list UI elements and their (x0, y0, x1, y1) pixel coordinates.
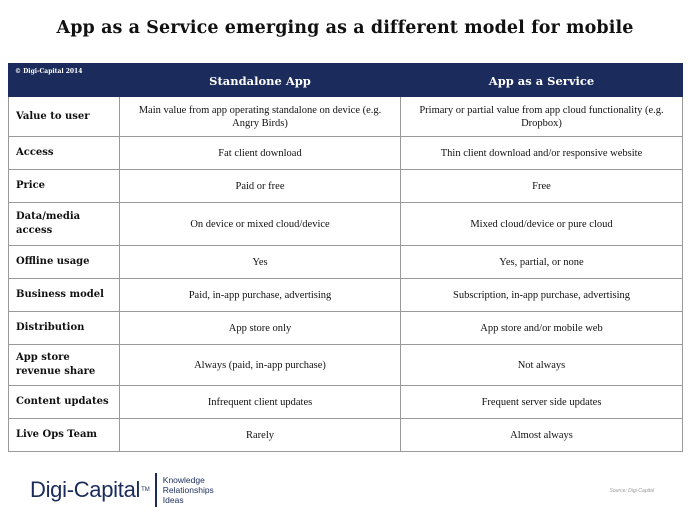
column-header-standalone: Standalone App (119, 63, 401, 97)
standalone-cell: Always (paid, in-app purchase) (119, 344, 401, 386)
logo-divider (154, 473, 157, 507)
row-label: Business model (8, 278, 120, 312)
table-row: Distribution App store only App store an… (8, 311, 683, 345)
logo-trademark: TM (141, 487, 150, 493)
row-label: Price (8, 169, 120, 203)
app-as-a-service-cell: Free (400, 169, 683, 203)
tagline-relationships: Relationships (162, 485, 214, 495)
standalone-cell: Infrequent client updates (119, 385, 401, 419)
copyright-label: © Digi-Capital 2014 (8, 63, 120, 97)
app-as-a-service-cell: Almost always (400, 418, 683, 452)
app-as-a-service-cell: Subscription, in-app purchase, advertisi… (400, 278, 683, 312)
standalone-cell: Yes (119, 245, 401, 279)
table-row: Offline usage Yes Yes, partial, or none (8, 245, 683, 279)
app-as-a-service-cell: Primary or partial value from app cloud … (400, 96, 683, 137)
standalone-cell: Rarely (119, 418, 401, 452)
row-label: Content updates (8, 385, 120, 419)
tagline-ideas: Ideas (162, 495, 184, 505)
app-as-a-service-cell: Not always (400, 344, 683, 386)
row-label: App store revenue share (8, 344, 120, 386)
app-as-a-service-cell: Thin client download and/or responsive w… (400, 136, 683, 170)
table-row: Data/media access On device or mixed clo… (8, 202, 683, 246)
logo-tagline: Knowledge Relationships Ideas (163, 475, 214, 505)
row-label: Distribution (8, 311, 120, 345)
table-row: Content updates Infrequent client update… (8, 385, 683, 419)
standalone-cell: On device or mixed cloud/device (119, 202, 401, 246)
standalone-cell: Paid, in-app purchase, advertising (119, 278, 401, 312)
standalone-cell: Paid or free (119, 169, 401, 203)
table-row: App store revenue share Always (paid, in… (8, 344, 683, 386)
table-header-row: © Digi-Capital 2014 Standalone App App a… (8, 63, 683, 97)
source-note: Source: Digi-Capital (609, 488, 654, 494)
app-as-a-service-cell: Yes, partial, or none (400, 245, 683, 279)
table-row: Price Paid or free Free (8, 169, 683, 203)
standalone-cell: App store only (119, 311, 401, 345)
table-row: Business model Paid, in-app purchase, ad… (8, 278, 683, 312)
standalone-cell: Fat client download (119, 136, 401, 170)
comparison-table: © Digi-Capital 2014 Standalone App App a… (8, 63, 683, 452)
table-row: Value to user Main value from app operat… (8, 96, 683, 137)
tagline-knowledge: Knowledge (162, 475, 205, 485)
row-label: Data/media access (8, 202, 120, 246)
digi-capital-logo: Digi-Capital TM Knowledge Relationships … (30, 471, 214, 509)
logo-wordmark: Digi-Capital (30, 477, 141, 502)
app-as-a-service-cell: App store and/or mobile web (400, 311, 683, 345)
row-label: Value to user (8, 96, 120, 137)
table-row: Access Fat client download Thin client d… (8, 136, 683, 170)
app-as-a-service-cell: Mixed cloud/device or pure cloud (400, 202, 683, 246)
row-label: Access (8, 136, 120, 170)
table-row: Live Ops Team Rarely Almost always (8, 418, 683, 452)
row-label: Live Ops Team (8, 418, 120, 452)
page-title: App as a Service emerging as a different… (56, 18, 634, 38)
app-as-a-service-cell: Frequent server side updates (400, 385, 683, 419)
column-header-app-as-a-service: App as a Service (400, 63, 683, 97)
standalone-cell: Main value from app operating standalone… (119, 96, 401, 137)
row-label: Offline usage (8, 245, 120, 279)
